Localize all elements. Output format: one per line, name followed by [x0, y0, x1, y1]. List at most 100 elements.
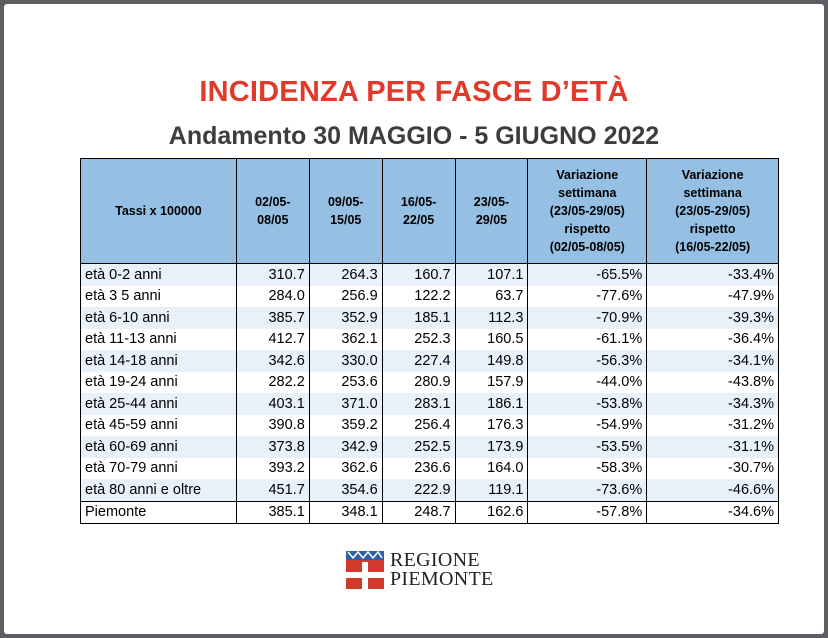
column-header: 09/05- 15/05	[308, 158, 383, 264]
value-cell: -61.1%	[527, 328, 648, 350]
page-subtitle: Andamento 30 MAGGIO - 5 GIUGNO 2022	[168, 122, 660, 150]
logo-line-2: PIEMONTE	[390, 568, 494, 590]
value-cell: 354.6	[308, 479, 383, 501]
logo-line-1: REGIONE	[390, 549, 480, 571]
table-row: età 80 anni e oltre 451.7 354.6 222.9 119.1-…	[80, 479, 779, 501]
table-row: età 60-69 anni 373.8 342.9 252.5 173.9 -53.5%…	[80, 436, 779, 458]
regione-piemonte-logo: REGIONE PIEMONTE	[346, 549, 494, 590]
column-header: Variazione settimana (23/05-29/05) rispe…	[527, 158, 648, 264]
value-cell: -33.4%	[646, 263, 779, 286]
value-cell: 222.9	[381, 479, 456, 501]
column-header: 23/05- 29/05	[454, 158, 529, 264]
value-cell: 252.3	[381, 328, 456, 350]
piemonte-coat-of-arms-icon	[346, 551, 384, 589]
value-cell: 371.0	[308, 393, 383, 415]
value-cell: -58.3%	[527, 457, 648, 479]
table-row: età 6-10 anni 385.7 352.9 185.1 112.3 -70.9% -…	[80, 307, 779, 329]
row-label-cell: età 45-59 anni	[80, 414, 237, 436]
value-cell: -47.9%	[646, 285, 779, 307]
table-row: età 11-13 anni 412.7 362.1 252.3 160.5 -61.1%…	[80, 328, 779, 350]
value-cell: -57.8%	[527, 500, 648, 524]
value-cell: -34.1%	[646, 350, 779, 372]
value-cell: -36.4%	[646, 328, 779, 350]
value-cell: 385.7	[235, 307, 310, 329]
column-header: 16/05- 22/05	[381, 158, 456, 264]
row-label-cell: età 25-44 anni	[80, 393, 237, 415]
table-body: età 0-2 anni 310.7 264.3 160.7 107.1 -65.5% -3…	[80, 263, 779, 524]
value-cell: 236.6	[381, 457, 456, 479]
table-row: età 70-79 anni 393.2 362.6 236.6 164.0 -58.3%…	[80, 457, 779, 479]
value-cell: 412.7	[235, 328, 310, 350]
value-cell: 403.1	[235, 393, 310, 415]
value-cell: -70.9%	[527, 307, 648, 329]
value-cell: -46.6%	[646, 479, 779, 501]
row-label-cell: età 60-69 anni	[80, 436, 237, 458]
value-cell: 393.2	[235, 457, 310, 479]
value-cell: -54.9%	[527, 414, 648, 436]
value-cell: 284.0	[235, 285, 310, 307]
value-cell: 352.9	[308, 307, 383, 329]
value-cell: 119.1	[454, 479, 529, 501]
value-cell: 112.3	[454, 307, 529, 329]
value-cell: 107.1	[454, 263, 529, 286]
value-cell: 283.1	[381, 393, 456, 415]
value-cell: 186.1	[454, 393, 529, 415]
row-label-cell: età 6-10 anni	[80, 307, 237, 329]
value-cell: 348.1	[308, 500, 383, 524]
value-cell: 280.9	[381, 371, 456, 393]
value-cell: -30.7%	[646, 457, 779, 479]
table-row: età 14-18 anni 342.6 330.0 227.4 149.8 -56.3%…	[80, 350, 779, 372]
value-cell: 362.1	[308, 328, 383, 350]
value-cell: 310.7	[235, 263, 310, 286]
value-cell: 342.9	[308, 436, 383, 458]
value-cell: -34.6%	[646, 500, 779, 524]
table-row: età 19-24 anni 282.2 253.6 280.9 157.9 -44.0%…	[80, 371, 779, 393]
value-cell: -77.6%	[527, 285, 648, 307]
table-row: età 3 5 anni 284.0 256.9 122.2 63.7 -77.6% -47…	[80, 285, 779, 307]
column-header: Tassi x 100000	[80, 158, 237, 264]
value-cell: -43.8%	[646, 371, 779, 393]
value-cell: 264.3	[308, 263, 383, 286]
value-cell: 359.2	[308, 414, 383, 436]
page-title: INCIDENZA PER FASCE D’ETÀ	[199, 76, 629, 108]
value-cell: 373.8	[235, 436, 310, 458]
value-cell: 157.9	[454, 371, 529, 393]
value-cell: 282.2	[235, 371, 310, 393]
value-cell: -31.1%	[646, 436, 779, 458]
value-cell: 160.7	[381, 263, 456, 286]
value-cell: -53.5%	[527, 436, 648, 458]
row-label-cell: età 80 anni e oltre	[80, 479, 237, 501]
value-cell: 451.7	[235, 479, 310, 501]
value-cell: 63.7	[454, 285, 529, 307]
value-cell: 330.0	[308, 350, 383, 372]
table-row: età 0-2 anni 310.7 264.3 160.7 107.1 -65.5% -3…	[80, 263, 779, 286]
value-cell: -39.3%	[646, 307, 779, 329]
slide: INCIDENZA PER FASCE D’ETÀ Andamento 30 M…	[4, 4, 824, 634]
table-total-row: Piemonte 385.1 348.1 248.7 162.6 -57.8% -34.6%	[80, 500, 779, 524]
row-label-cell: età 70-79 anni	[80, 457, 237, 479]
value-cell: 162.6	[454, 500, 529, 524]
column-header: Variazione settimana (23/05-29/05) rispe…	[646, 158, 779, 264]
value-cell: 176.3	[454, 414, 529, 436]
row-label-cell: età 14-18 anni	[80, 350, 237, 372]
value-cell: 385.1	[235, 500, 310, 524]
value-cell: -53.8%	[527, 393, 648, 415]
value-cell: -34.3%	[646, 393, 779, 415]
value-cell: 173.9	[454, 436, 529, 458]
value-cell: -31.2%	[646, 414, 779, 436]
row-label-cell: età 0-2 anni	[80, 263, 237, 286]
value-cell: 390.8	[235, 414, 310, 436]
table-row: età 25-44 anni 403.1 371.0 283.1 186.1 -53.8%…	[80, 393, 779, 415]
value-cell: 362.6	[308, 457, 383, 479]
value-cell: -56.3%	[527, 350, 648, 372]
row-label-cell: Piemonte	[80, 500, 237, 524]
value-cell: 185.1	[381, 307, 456, 329]
value-cell: -65.5%	[527, 263, 648, 286]
value-cell: -44.0%	[527, 371, 648, 393]
value-cell: 248.7	[381, 500, 456, 524]
value-cell: 252.5	[381, 436, 456, 458]
value-cell: 256.4	[381, 414, 456, 436]
table-header-row: Tassi x 100000 02/05- 08/05 09/05- 15/05…	[80, 158, 779, 264]
row-label-cell: età 19-24 anni	[80, 371, 237, 393]
value-cell: -73.6%	[527, 479, 648, 501]
